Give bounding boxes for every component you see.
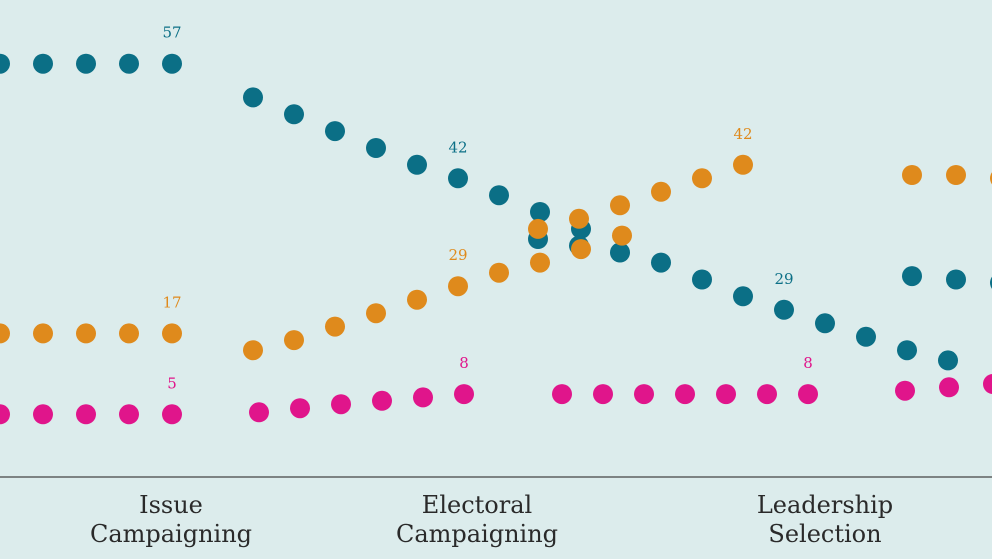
dot-magenta-seg0-1 bbox=[33, 404, 53, 425]
dots-layer bbox=[0, 53, 992, 425]
dot-teal-seg1-5 bbox=[448, 168, 468, 189]
dot-orange-seg1-5 bbox=[448, 276, 468, 297]
dot-magenta-seg1-1 bbox=[290, 398, 310, 419]
dot-teal-seg1-2 bbox=[325, 121, 345, 142]
dot-teal-seg0-1 bbox=[33, 53, 53, 74]
value-label-teal-42: 42 bbox=[448, 138, 467, 156]
value-label-magenta-8: 8 bbox=[803, 354, 813, 372]
dot-teal-seg1-3 bbox=[366, 138, 386, 158]
dot-orange-seg2-1 bbox=[569, 208, 589, 229]
dot-orange-seg3-0 bbox=[902, 165, 922, 185]
value-label-orange-29: 29 bbox=[448, 246, 467, 264]
dot-teal-seg3-1 bbox=[946, 269, 966, 290]
value-label-orange-17: 17 bbox=[162, 293, 181, 311]
dot-magenta-seg3-0 bbox=[895, 380, 915, 401]
dot-teal-seg1-0 bbox=[243, 87, 263, 108]
dot-magenta-seg2-4 bbox=[716, 384, 736, 405]
dot-orange-seg2-5 bbox=[733, 154, 753, 175]
dot-orange-seg0-4 bbox=[162, 323, 182, 344]
dot-teal-seg0-3 bbox=[119, 53, 139, 74]
dot-magenta-seg1-5 bbox=[454, 384, 474, 405]
dot-magenta-seg1-3 bbox=[372, 390, 392, 411]
dot-teal-seg2-4 bbox=[692, 269, 712, 290]
dot-magenta-seg0-4 bbox=[162, 404, 182, 425]
dot-magenta-seg3-2 bbox=[983, 374, 992, 394]
dot-magenta-seg2-1 bbox=[593, 384, 613, 405]
value-label-magenta-8: 8 bbox=[459, 354, 469, 372]
category-label-leadership-line1: Leadership bbox=[757, 491, 893, 519]
category-label-issue-line1: Issue bbox=[139, 491, 203, 519]
dot-teal-seg2-8 bbox=[856, 326, 876, 347]
dot-magenta-seg2-0 bbox=[552, 384, 572, 405]
dot-orange-seg1-9 bbox=[612, 225, 632, 246]
dot-teal-seg2-7 bbox=[815, 313, 835, 334]
dot-orange-seg2-3 bbox=[651, 181, 671, 202]
dot-teal-seg2-9 bbox=[897, 340, 917, 361]
dot-magenta-seg1-4 bbox=[413, 387, 433, 408]
dot-orange-seg3-1 bbox=[946, 165, 966, 185]
dot-magenta-seg1-0 bbox=[249, 402, 269, 423]
dot-teal-seg0-2 bbox=[76, 53, 96, 74]
dot-magenta-seg2-5 bbox=[757, 384, 777, 405]
value-label-magenta-5: 5 bbox=[167, 374, 177, 392]
dot-magenta-seg1-2 bbox=[331, 394, 351, 415]
dot-magenta-seg2-2 bbox=[634, 384, 654, 405]
dot-orange-seg0-2 bbox=[76, 323, 96, 344]
dot-teal-seg2-10 bbox=[938, 350, 958, 371]
value-label-teal-57: 57 bbox=[162, 24, 181, 42]
dot-orange-seg0-3 bbox=[119, 323, 139, 344]
dot-orange-seg1-2 bbox=[325, 316, 345, 337]
dot-teal-seg2-3 bbox=[651, 252, 671, 273]
dot-magenta-seg2-3 bbox=[675, 384, 695, 405]
dot-teal-seg1-7 bbox=[530, 202, 550, 222]
dot-magenta-seg0-2 bbox=[76, 404, 96, 425]
value-label-orange-42: 42 bbox=[733, 125, 752, 143]
dot-orange-seg1-4 bbox=[407, 289, 427, 310]
category-labels-layer: Issue Campaigning Electoral Campaigning … bbox=[90, 491, 893, 548]
dot-teal-seg0-4 bbox=[162, 53, 182, 74]
dot-orange-seg2-2 bbox=[610, 195, 630, 216]
dot-teal-seg1-6 bbox=[489, 185, 509, 206]
dot-magenta-seg2-6 bbox=[798, 384, 818, 405]
dot-orange-seg1-0 bbox=[243, 340, 263, 361]
dot-teal-seg2-6 bbox=[774, 299, 794, 320]
dot-orange-seg0-0 bbox=[0, 323, 10, 344]
dot-magenta-seg0-3 bbox=[119, 404, 139, 425]
category-label-leadership-line2: Selection bbox=[768, 520, 881, 548]
value-label-teal-29: 29 bbox=[774, 270, 793, 288]
dot-teal-seg3-0 bbox=[902, 266, 922, 287]
category-label-electoral-line1: Electoral bbox=[422, 491, 532, 519]
category-label-issue-line2: Campaigning bbox=[90, 520, 252, 548]
dot-orange-seg1-1 bbox=[284, 330, 304, 351]
dot-orange-seg1-7 bbox=[530, 252, 550, 273]
dot-orange-seg2-0 bbox=[528, 218, 548, 239]
dot-orange-seg1-3 bbox=[366, 303, 386, 324]
dot-teal-seg1-1 bbox=[284, 104, 304, 125]
dot-teal-seg2-5 bbox=[733, 286, 753, 307]
dot-orange-seg1-8 bbox=[571, 239, 591, 260]
dot-teal-seg1-4 bbox=[407, 154, 427, 175]
dot-orange-seg0-1 bbox=[33, 323, 53, 344]
dot-teal-seg2-2 bbox=[610, 242, 630, 263]
dot-orange-seg1-6 bbox=[489, 262, 509, 283]
dot-magenta-seg0-0 bbox=[0, 404, 10, 425]
dot-magenta-seg3-1 bbox=[939, 377, 959, 398]
category-label-electoral-line2: Campaigning bbox=[396, 520, 558, 548]
dot-orange-seg2-4 bbox=[692, 168, 712, 189]
dot-teal-seg0-0 bbox=[0, 53, 10, 74]
value-labels-layer: 57 42 29 17 29 42 5 8 8 bbox=[162, 24, 812, 393]
